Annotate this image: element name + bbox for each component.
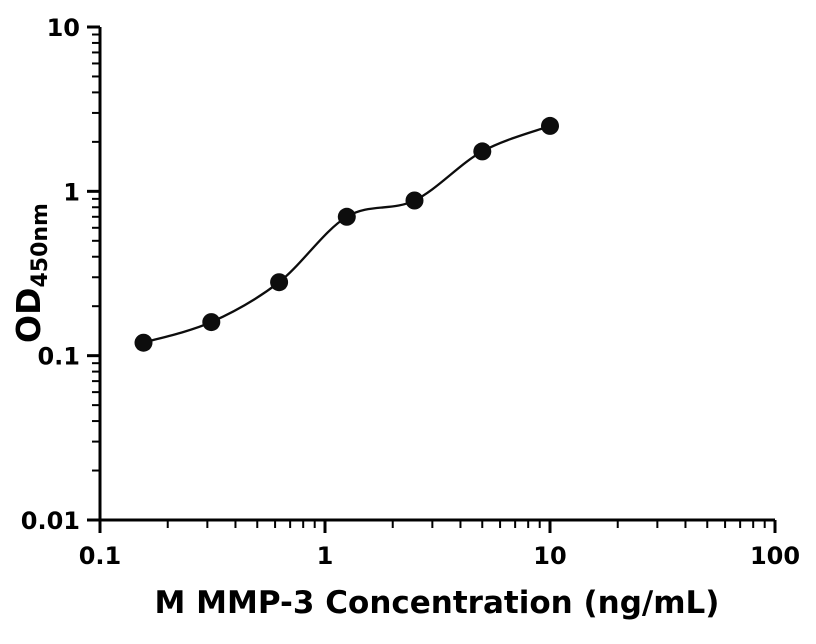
y-tick-label: 0.01 xyxy=(21,507,80,535)
y-axis-title-subscript: 450nm xyxy=(28,203,53,288)
x-tick-label: 10 xyxy=(533,542,566,570)
data-point xyxy=(473,142,492,161)
x-axis-title: M MMP-3 Concentration (ng/mL) xyxy=(155,585,720,621)
axis-spines xyxy=(98,27,775,522)
data-point xyxy=(202,313,221,332)
y-tick-label: 0.1 xyxy=(37,343,80,371)
x-tick-label: 100 xyxy=(750,542,800,570)
y-axis-title-main: OD xyxy=(9,288,48,343)
fit-curve xyxy=(143,124,551,344)
x-tick-label: 1 xyxy=(317,542,334,570)
tick-labels: 0.1 1 10 100 0.01 0.1 1 10 xyxy=(21,14,800,570)
axes xyxy=(98,27,775,522)
x-tick-label: 0.1 xyxy=(79,542,122,570)
data-point xyxy=(405,191,424,210)
tick-marks xyxy=(87,25,777,533)
data-point xyxy=(270,273,289,292)
y-axis-title: OD450nm xyxy=(9,203,53,343)
data-point xyxy=(541,116,559,135)
y-tick-label: 10 xyxy=(47,14,80,42)
data-point xyxy=(134,333,153,352)
data-series xyxy=(134,116,559,352)
data-point xyxy=(337,207,356,226)
y-tick-label: 1 xyxy=(63,178,80,206)
